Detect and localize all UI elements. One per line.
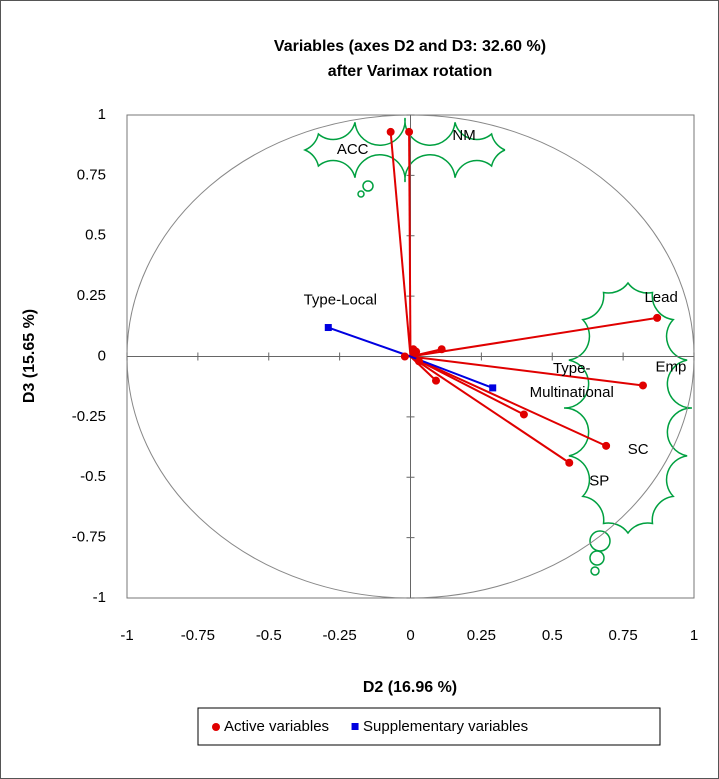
point-label: Type-Multinational	[530, 360, 614, 401]
cloud	[563, 281, 693, 535]
y-tick-label: -0.75	[72, 529, 106, 546]
cloud-bubble	[589, 550, 605, 566]
vector	[410, 316, 658, 358]
point	[638, 381, 647, 390]
point	[400, 352, 409, 361]
point-label: SP	[589, 473, 609, 490]
cloud-bubble	[357, 190, 365, 198]
point-label: NM	[452, 127, 475, 144]
vector	[389, 131, 412, 357]
y-tick-label: 0.25	[77, 287, 106, 304]
annotation-clouds	[303, 117, 693, 576]
cloud-bubble	[590, 566, 600, 576]
x-tick-label: 0.5	[542, 627, 563, 644]
legend-marker	[212, 723, 220, 731]
cloud	[303, 117, 506, 183]
point-label: SC	[628, 441, 649, 458]
point	[432, 376, 441, 385]
point	[405, 127, 414, 136]
y-axis-label: D3 (15.65 %)	[21, 309, 38, 403]
legend-label: Supplementary variables	[363, 718, 528, 735]
point-label: Lead	[644, 289, 677, 306]
point	[565, 458, 574, 467]
point	[602, 441, 611, 450]
vector	[408, 131, 412, 357]
y-tick-label: 0.75	[77, 166, 106, 183]
chart-title: Variables (axes D2 and D3: 32.60 %)	[274, 38, 546, 55]
point-label: ACC	[337, 141, 369, 158]
y-tick-label: 0	[98, 347, 106, 364]
x-tick-label: 1	[690, 627, 698, 644]
vector	[409, 355, 437, 382]
x-tick-label: -0.25	[323, 627, 357, 644]
point	[489, 384, 497, 392]
point	[415, 357, 424, 366]
legend-marker	[351, 723, 359, 730]
x-tick-label: 0	[406, 627, 414, 644]
x-tick-label: -0.75	[181, 627, 215, 644]
point	[653, 313, 662, 322]
x-tick-label: -0.5	[256, 627, 282, 644]
point	[324, 324, 332, 332]
x-tick-label: 0.75	[609, 627, 638, 644]
vector	[409, 355, 570, 464]
x-tick-label: 0.25	[467, 627, 496, 644]
x-axis-label: D2 (16.96 %)	[363, 679, 457, 696]
point	[519, 410, 528, 419]
legend-box	[197, 707, 661, 746]
vector	[410, 355, 607, 447]
y-tick-label: 0.5	[85, 227, 106, 244]
chart-title: after Varimax rotation	[328, 63, 493, 80]
x-tick-label: -1	[120, 627, 133, 644]
vector	[410, 355, 494, 389]
y-tick-label: -0.25	[72, 408, 106, 425]
legend-label: Active variables	[224, 718, 329, 735]
point	[386, 127, 395, 136]
point-label: Type-Local	[304, 291, 377, 308]
point-label: Emp	[656, 358, 687, 375]
vector	[327, 326, 411, 358]
vector	[410, 355, 525, 416]
y-tick-label: 1	[98, 106, 106, 123]
vector	[410, 355, 644, 387]
y-tick-label: -1	[93, 589, 106, 606]
cloud-bubble	[362, 180, 374, 192]
point	[437, 345, 446, 354]
y-tick-label: -0.5	[80, 468, 106, 485]
point	[409, 345, 418, 354]
